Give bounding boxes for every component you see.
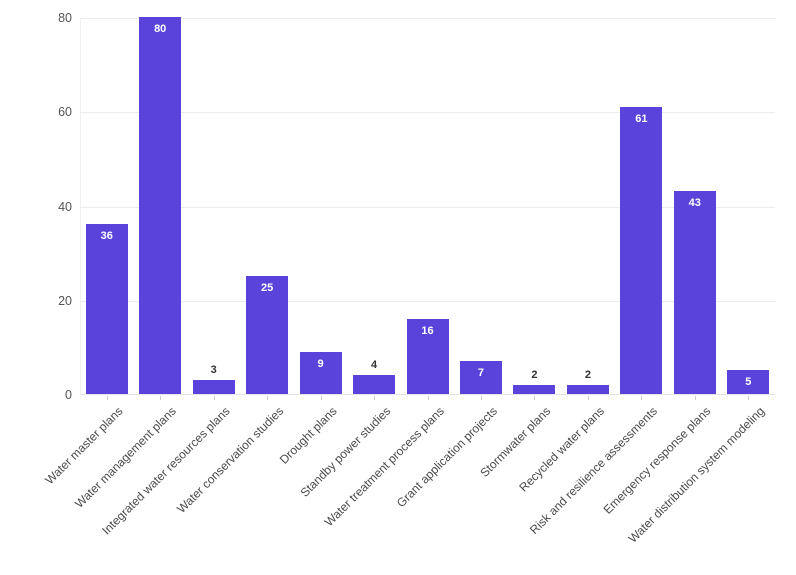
- bar: [727, 370, 770, 394]
- y-axis-tick-label: 40: [58, 199, 72, 214]
- bar-value-label: 4: [370, 359, 378, 372]
- gridline: [80, 18, 775, 19]
- bar-value-label: 5: [745, 376, 752, 389]
- x-tick-mark: [106, 396, 108, 400]
- y-axis-tick-label: 20: [58, 293, 72, 308]
- y-axis-tick-label: 0: [65, 388, 72, 402]
- y-axis-tick-label: 80: [58, 11, 72, 25]
- bar: [299, 351, 342, 394]
- bar: [566, 384, 609, 394]
- x-tick-mark: [641, 396, 643, 400]
- bar: [673, 191, 716, 394]
- x-tick-mark: [748, 396, 750, 400]
- bar-value-label: 61: [635, 112, 648, 125]
- x-tick-mark: [213, 396, 215, 400]
- x-axis-tick-label: Emergency response plans: [600, 404, 714, 517]
- bar-value-label: 43: [688, 197, 701, 210]
- gridline: [80, 206, 775, 208]
- bar-value-label: 2: [531, 368, 538, 381]
- bar: [620, 106, 663, 394]
- x-axis-tick-label: Grant application projects: [393, 404, 500, 511]
- bar-value-label: 3: [210, 363, 217, 376]
- x-axis-tick-label: Water management plans: [72, 404, 180, 511]
- x-tick-mark: [480, 396, 482, 400]
- bar-value-label: 36: [100, 230, 113, 243]
- bar: [459, 361, 502, 394]
- x-tick-mark: [694, 396, 696, 400]
- bar-value-label: 16: [421, 324, 434, 337]
- x-tick-mark: [587, 396, 589, 400]
- x-tick-mark: [160, 396, 162, 400]
- y-axis-tick-label: 60: [58, 105, 72, 120]
- bar-value-label: 80: [154, 23, 167, 35]
- bar: [513, 384, 556, 394]
- x-tick-mark: [374, 396, 376, 400]
- bar: [353, 375, 396, 394]
- bar-value-label: 25: [260, 282, 274, 295]
- bar: [406, 318, 449, 394]
- x-axis-tick-label: Water conservation studies: [174, 404, 287, 516]
- bar: [139, 17, 182, 394]
- gridline: [80, 300, 775, 302]
- bar-value-label: 9: [317, 357, 324, 370]
- bar: [85, 224, 128, 394]
- x-tick-mark: [320, 396, 322, 400]
- x-tick-mark: [267, 396, 269, 400]
- x-axis-tick-label: Standby power studies: [297, 404, 393, 500]
- bar-value-label: 7: [477, 367, 485, 379]
- x-tick-mark: [427, 396, 429, 400]
- x-tick-mark: [534, 396, 536, 400]
- bar: [192, 379, 235, 394]
- bar-value-label: 2: [584, 368, 591, 381]
- bar: [246, 276, 289, 394]
- x-axis-line: [80, 394, 775, 395]
- plot-area: [80, 17, 775, 395]
- gridline: [80, 112, 775, 114]
